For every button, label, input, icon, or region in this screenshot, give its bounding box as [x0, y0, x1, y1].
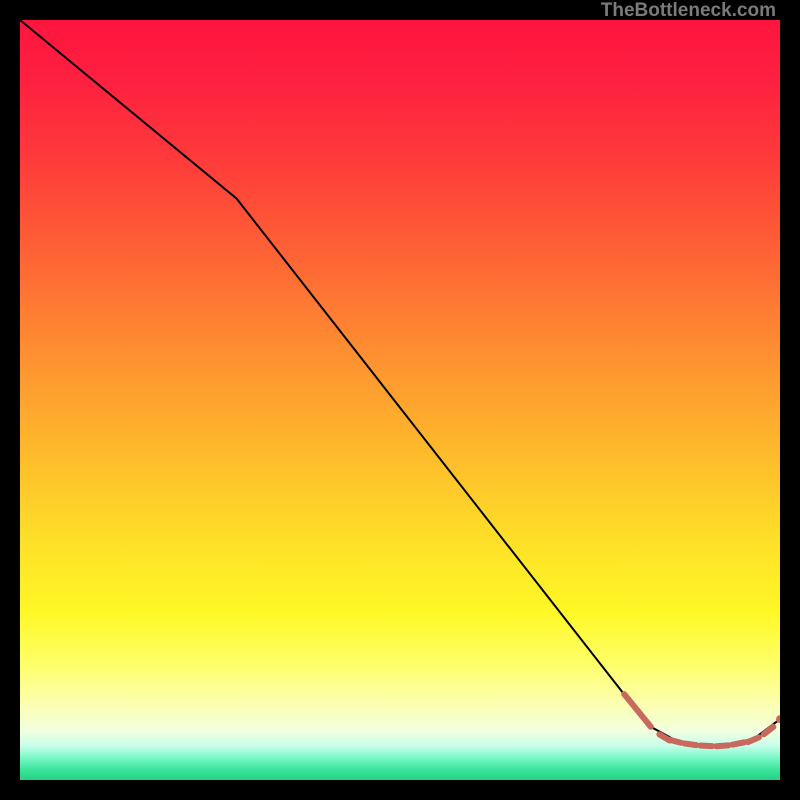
dash-segment	[732, 742, 744, 744]
gradient-background	[20, 20, 780, 780]
watermark-text: TheBottleneck.com	[601, 0, 776, 22]
dash-segment	[700, 746, 712, 747]
dash-segment	[716, 745, 728, 746]
dash-segment	[684, 743, 696, 745]
dash-segment	[669, 740, 681, 743]
plot-svg	[20, 20, 780, 780]
chart-container: TheBottleneck.com	[0, 0, 800, 800]
